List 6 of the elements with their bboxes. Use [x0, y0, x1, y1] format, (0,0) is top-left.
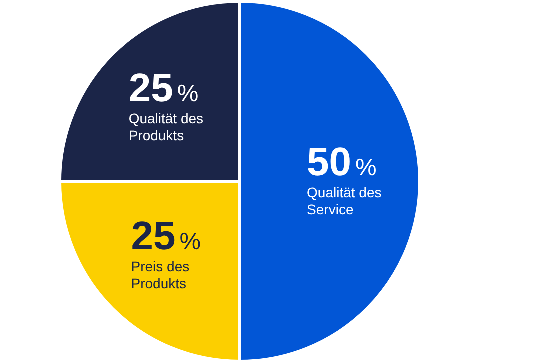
slice-label: Preis des Produkts — [131, 258, 190, 292]
slice-label: Qualität des Produkts — [128, 110, 204, 144]
data-label: 25% — [128, 66, 199, 111]
slice-label: Qualität des Service — [307, 184, 382, 218]
data-label: 50% — [307, 140, 377, 184]
data-label: 25% — [131, 214, 202, 258]
